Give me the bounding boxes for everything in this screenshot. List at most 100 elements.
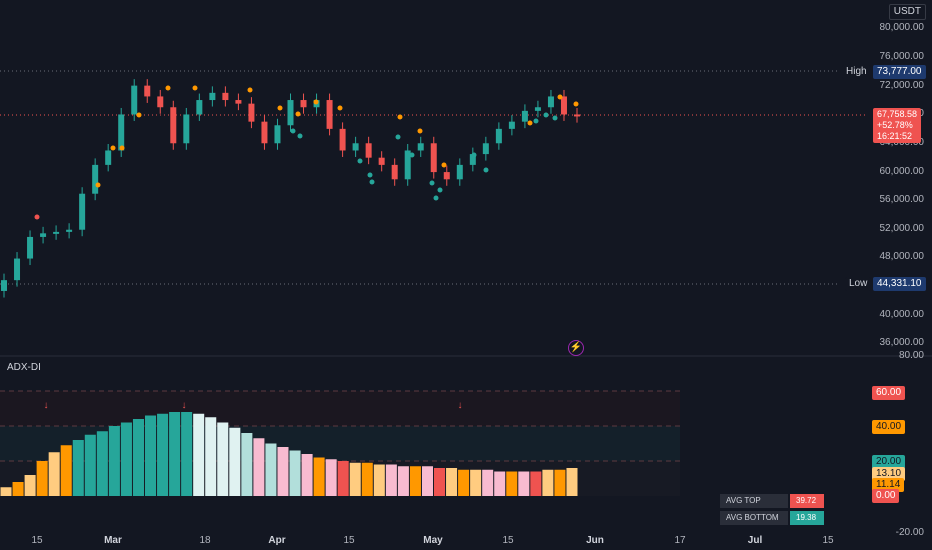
candle-body xyxy=(209,92,216,101)
adx-bar xyxy=(120,422,132,496)
adx-bar xyxy=(217,422,229,496)
price-tick: 52,000.00 xyxy=(879,223,925,234)
candle-body xyxy=(66,229,73,232)
candle-body xyxy=(196,100,203,115)
signal-dot xyxy=(573,101,579,107)
indicator-level-20: 20.00 xyxy=(872,455,906,469)
indicator-bottom-tick: -20.00 xyxy=(895,527,924,538)
candle-body xyxy=(574,114,580,117)
signal-dot xyxy=(527,120,533,126)
adx-bar xyxy=(361,462,373,496)
adx-bar xyxy=(482,469,494,496)
indicator-level-zero: 0.00 xyxy=(872,489,900,503)
adx-bar xyxy=(169,412,181,496)
adx-bar xyxy=(289,450,301,496)
candle-body xyxy=(131,85,138,115)
avg-bottom-label: AVG BOTTOM xyxy=(720,511,788,525)
candle-body xyxy=(287,100,294,126)
candle-body xyxy=(53,231,60,234)
signal-dot xyxy=(557,94,563,100)
avg-top-label: AVG TOP xyxy=(720,494,788,508)
adx-bar xyxy=(494,471,506,496)
candle-body xyxy=(469,154,476,165)
candle-body xyxy=(14,258,21,281)
adx-bar xyxy=(265,443,277,496)
candle-body xyxy=(495,128,502,144)
candle-body xyxy=(170,107,177,144)
candle-body xyxy=(352,143,359,151)
avg-top-row: AVG TOP 39.72 xyxy=(720,494,824,508)
signal-dot xyxy=(437,187,443,193)
signal-dot xyxy=(357,158,363,164)
signal-dot xyxy=(34,214,40,220)
adx-bar xyxy=(458,469,470,496)
signal-dot xyxy=(247,87,253,93)
signal-dot xyxy=(192,85,198,91)
candle-body xyxy=(443,172,450,180)
indicator-level-di: 11.14 xyxy=(872,478,905,492)
upper-band xyxy=(0,391,680,426)
adx-bar xyxy=(530,471,542,496)
candle-body xyxy=(521,110,528,122)
signal-dot xyxy=(369,179,375,185)
candle-body xyxy=(248,103,255,122)
down-arrow-icon: ↓ xyxy=(44,400,49,411)
adx-bar xyxy=(470,469,482,496)
candle-body xyxy=(105,150,112,165)
indicator-title[interactable]: ADX-DI xyxy=(7,362,41,373)
bar-countdown: 16:21:52 xyxy=(877,131,913,141)
candle-body xyxy=(339,128,346,151)
time-tick: 17 xyxy=(674,535,686,546)
adx-bar xyxy=(277,447,289,496)
candle-body xyxy=(157,96,164,108)
adx-bar xyxy=(506,471,518,496)
adx-bar xyxy=(84,434,96,496)
adx-bar xyxy=(373,464,385,496)
candle-body xyxy=(274,125,281,144)
candle-body xyxy=(417,143,424,151)
price-tick: 40,000.00 xyxy=(879,309,925,320)
signal-dot xyxy=(441,162,447,168)
adx-bar xyxy=(325,459,337,496)
signal-dot xyxy=(543,112,549,118)
price-tick: 72,000.00 xyxy=(879,80,925,91)
adx-bar xyxy=(554,469,566,496)
signal-dot xyxy=(95,182,101,188)
adx-bar xyxy=(108,426,120,496)
price-tick: 80,000.00 xyxy=(879,22,925,33)
low-value-badge: 44,331.10 xyxy=(873,277,926,291)
adx-bar xyxy=(313,457,325,496)
signal-dot xyxy=(295,111,301,117)
candle-body xyxy=(92,164,99,194)
signal-dot xyxy=(483,167,489,173)
signal-dot xyxy=(417,128,423,134)
last-price-badge: 67,758.58 +52.78% 16:21:52 xyxy=(873,108,922,143)
adx-bar xyxy=(542,469,554,496)
currency-label[interactable]: USDT xyxy=(888,4,926,20)
adx-bar xyxy=(0,487,12,496)
down-arrow-icon: ↓ xyxy=(182,400,187,411)
signal-dot xyxy=(119,145,125,151)
adx-bar xyxy=(397,466,409,496)
adx-bar xyxy=(229,427,241,496)
candle-body xyxy=(1,280,7,291)
adx-bar xyxy=(60,445,72,496)
price-tick: 60,000.00 xyxy=(879,166,925,177)
signal-dot xyxy=(471,152,477,158)
adx-bar xyxy=(434,468,446,496)
candle-body xyxy=(404,150,411,180)
adx-bar xyxy=(12,482,24,496)
adx-bar xyxy=(253,438,265,496)
down-arrow-icon: ↓ xyxy=(458,400,463,411)
signal-dot xyxy=(110,145,116,151)
adx-bar xyxy=(518,471,530,496)
candle-body xyxy=(183,114,190,144)
adx-bar xyxy=(241,433,253,496)
flash-icon[interactable]: ⚡ xyxy=(568,340,584,356)
indicator-level-40: 40.00 xyxy=(872,420,906,434)
adx-bar xyxy=(181,412,193,496)
adx-bar xyxy=(157,413,169,496)
candle-body xyxy=(235,100,242,104)
candle-body xyxy=(261,121,268,144)
